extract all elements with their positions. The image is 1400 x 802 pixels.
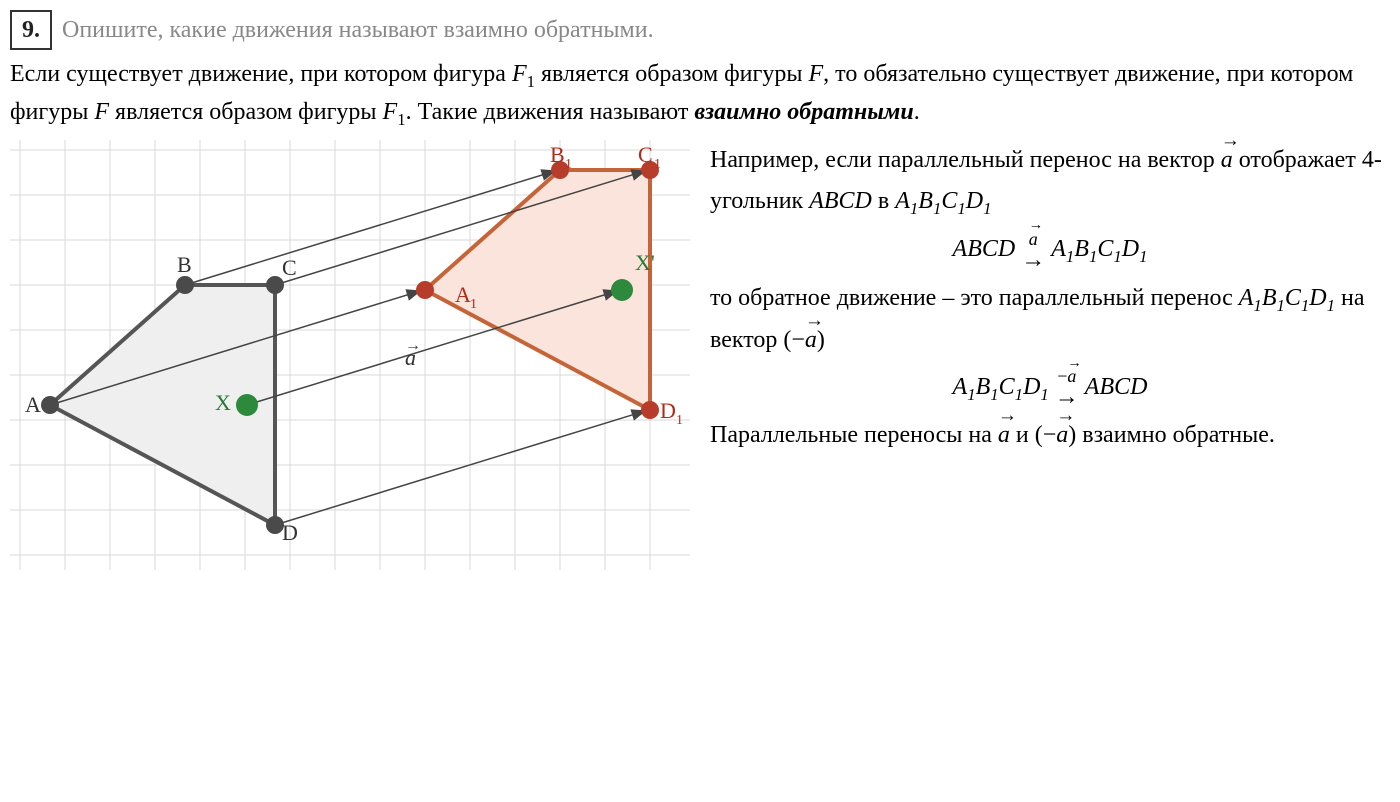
text: . bbox=[914, 99, 920, 125]
svg-text:B: B bbox=[550, 142, 565, 167]
text: взаимно обратные. bbox=[1076, 422, 1275, 448]
text: Параллельные переносы на bbox=[710, 422, 998, 448]
answer-paragraph: Если существует движение, при котором фи… bbox=[10, 56, 1390, 132]
para-2: то обратное движение – это параллельный … bbox=[710, 278, 1390, 361]
svg-text:1: 1 bbox=[676, 413, 683, 428]
abcd: ABCD bbox=[809, 188, 872, 214]
content-row: a → A B C D A1 bbox=[10, 140, 1390, 570]
text: Если существует движение, при котором фи… bbox=[10, 61, 512, 87]
svg-text:1: 1 bbox=[654, 157, 661, 172]
svg-text:1: 1 bbox=[565, 157, 572, 172]
para-1: Например, если параллельный перенос на в… bbox=[710, 140, 1390, 223]
svg-text:X: X bbox=[215, 390, 231, 415]
sub: 1 bbox=[397, 110, 405, 129]
svg-text:→: → bbox=[405, 337, 421, 354]
formula-2: A1B1C1D1 −a → ABCD bbox=[710, 367, 1390, 409]
var-F: F bbox=[94, 99, 109, 125]
var-F: F bbox=[809, 61, 824, 87]
diagram-column: a → A B C D A1 bbox=[10, 140, 690, 570]
svg-text:D: D bbox=[282, 520, 298, 545]
text: (− bbox=[783, 327, 805, 353]
text: то обратное движение – это параллельный … bbox=[710, 285, 1239, 311]
text: (− bbox=[1035, 422, 1057, 448]
text: . Такие движения называют bbox=[406, 99, 695, 125]
var-F: F bbox=[512, 61, 527, 87]
svg-text:A: A bbox=[25, 392, 41, 417]
question-text: Опишите, какие движения называют взаимно… bbox=[62, 17, 654, 43]
vector-a: a bbox=[1056, 415, 1068, 456]
var-F: F bbox=[383, 99, 398, 125]
svg-text:D: D bbox=[660, 398, 676, 423]
question-number: 9. bbox=[10, 10, 52, 50]
text: в bbox=[872, 188, 895, 214]
text: является образом фигуры bbox=[109, 99, 383, 125]
formula-1: ABCD a → A1B1C1D1 bbox=[710, 229, 1390, 271]
para-3: Параллельные переносы на a и (−a) взаимн… bbox=[710, 415, 1390, 456]
vector-a: a bbox=[805, 320, 817, 361]
arrow-with-vector: a → bbox=[1021, 230, 1045, 272]
term: взаимно обратными bbox=[694, 99, 913, 125]
svg-text:C: C bbox=[282, 255, 297, 280]
svg-text:C: C bbox=[638, 142, 653, 167]
svg-text:A: A bbox=[455, 282, 471, 307]
right-text-column: Например, если параллельный перенос на в… bbox=[710, 140, 1390, 456]
point-x bbox=[236, 394, 258, 416]
svg-text:1: 1 bbox=[470, 297, 477, 312]
svg-text:X': X' bbox=[635, 250, 655, 275]
geometry-diagram: a → A B C D A1 bbox=[10, 140, 690, 570]
vector-a: a bbox=[1221, 140, 1233, 181]
text: Например, если параллельный перенос на в… bbox=[710, 147, 1221, 173]
svg-text:B: B bbox=[177, 252, 192, 277]
point-xprime bbox=[611, 279, 633, 301]
text: и bbox=[1010, 422, 1035, 448]
text: является образом фигуры bbox=[535, 61, 809, 87]
question-line: 9. Опишите, какие движения называют взаи… bbox=[10, 10, 1390, 50]
vector-a: a bbox=[998, 415, 1010, 456]
sub: 1 bbox=[527, 72, 535, 91]
